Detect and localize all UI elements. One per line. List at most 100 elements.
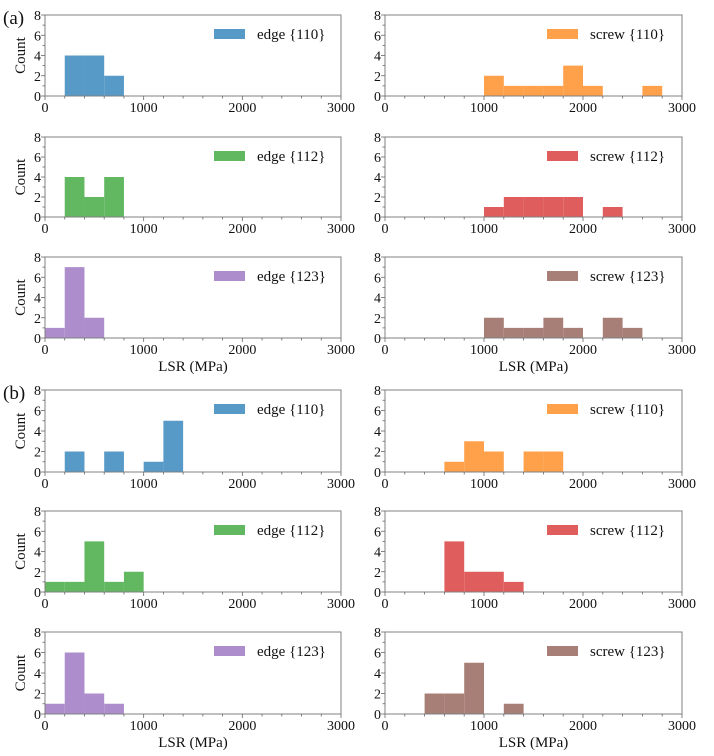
histogram-panel: 0 1000 2000 3000 0 2 4 6 8 screw {110} — [374, 9, 696, 116]
y-tick-label: 0 — [374, 332, 381, 347]
x-tick-label: 2000 — [569, 222, 597, 237]
x-tick-label: 3000 — [327, 719, 355, 734]
y-tick-label: 6 — [34, 151, 41, 166]
histogram-bar — [503, 197, 524, 217]
y-tick-label: 0 — [374, 90, 381, 105]
histogram-bar — [583, 85, 603, 96]
y-tick-label: 2 — [374, 566, 381, 581]
y-tick-label: 2 — [34, 70, 41, 85]
legend-swatch — [547, 29, 578, 39]
y-axis-label: Count — [13, 412, 29, 450]
y-tick-label: 6 — [34, 29, 41, 44]
x-tick-label: 3000 — [327, 101, 355, 116]
x-axis-label: LSR (MPa) — [499, 359, 569, 375]
x-tick-label: 0 — [42, 101, 49, 116]
x-tick-label: 0 — [382, 343, 389, 358]
histogram-bar — [84, 197, 105, 217]
legend-label: screw {123} — [590, 269, 666, 285]
y-tick-label: 8 — [34, 9, 41, 24]
x-tick-label: 2000 — [569, 719, 597, 734]
histogram-bar — [84, 317, 105, 338]
y-tick-label: 6 — [374, 405, 381, 420]
y-tick-label: 4 — [374, 171, 381, 186]
legend-label: screw {110} — [590, 402, 665, 418]
x-tick-label: 0 — [42, 222, 49, 237]
histogram-panel: 0 1000 2000 3000 0 2 4 6 8 Count edge {112} — [13, 131, 355, 237]
histogram-bar — [523, 197, 544, 217]
histogram-bar — [45, 703, 65, 714]
y-tick-label: 8 — [34, 384, 41, 399]
y-axis-label: Count — [13, 158, 29, 196]
y-axis-label: Count — [13, 278, 29, 316]
x-tick-label: 2000 — [228, 477, 256, 492]
y-tick-label: 2 — [374, 688, 381, 703]
legend-swatch — [214, 271, 245, 281]
histogram-bar — [602, 207, 623, 217]
histogram-bar — [543, 85, 564, 96]
histogram-bar — [543, 197, 564, 217]
x-tick-label: 0 — [382, 101, 389, 116]
histogram-bar — [64, 55, 85, 96]
x-tick-label: 3000 — [327, 222, 355, 237]
y-tick-label: 0 — [34, 90, 41, 105]
histogram-bar — [464, 441, 484, 472]
histogram-bar — [484, 451, 504, 472]
histogram-bar — [64, 581, 85, 592]
y-tick-label: 4 — [34, 546, 41, 561]
x-tick-label: 2000 — [569, 101, 597, 116]
histogram-panel: 0 1000 2000 3000 0 2 4 6 8 screw {112} — [374, 505, 696, 612]
histogram-panel: 0 1000 2000 3000 0 2 4 6 8 screw {112} — [374, 131, 696, 237]
histogram-bar — [484, 571, 504, 592]
histogram-panel: 0 1000 2000 3000 0 2 4 6 8 Count edge {110} — [13, 384, 355, 492]
x-tick-label: 3000 — [668, 477, 696, 492]
histogram-panel: 0 1000 2000 3000 0 2 4 6 8 Count edge {112} — [13, 505, 355, 612]
histogram-bar — [64, 177, 85, 217]
histogram-panel: 0 1000 2000 3000 0 2 4 6 8 LSR (MPa) screw {123} — [374, 626, 696, 751]
y-tick-label: 6 — [374, 525, 381, 540]
y-tick-label: 2 — [374, 312, 381, 327]
histogram-bar — [503, 85, 524, 96]
x-tick-label: 0 — [382, 597, 389, 612]
legend-label: edge {123} — [257, 269, 326, 285]
y-tick-label: 0 — [34, 586, 41, 601]
histogram-bar — [104, 451, 124, 472]
legend-label: edge {112} — [257, 149, 325, 165]
histogram-panel: 0 1000 2000 3000 0 2 4 6 8 Count LSR (MPa) edge {12… — [13, 251, 355, 375]
y-tick-label: 4 — [374, 292, 381, 307]
histogram-bar — [84, 55, 105, 96]
histogram-bar — [84, 693, 105, 714]
y-tick-label: 0 — [374, 586, 381, 601]
y-tick-label: 4 — [34, 425, 41, 440]
histogram-bar — [563, 327, 583, 338]
histogram-bar — [563, 65, 583, 96]
histogram-bar — [464, 662, 484, 714]
y-axis-label: Count — [13, 654, 29, 692]
y-tick-label: 8 — [374, 131, 381, 146]
y-tick-label: 0 — [374, 211, 381, 226]
histogram-bar — [543, 451, 564, 472]
legend-label: edge {110} — [257, 27, 325, 43]
histogram-bar — [523, 327, 544, 338]
y-tick-label: 0 — [34, 466, 41, 481]
x-tick-label: 3000 — [327, 343, 355, 358]
legend-label: edge {110} — [257, 402, 325, 418]
x-tick-label: 3000 — [327, 597, 355, 612]
x-tick-label: 2000 — [569, 597, 597, 612]
legend-swatch — [214, 646, 245, 656]
legend-swatch — [547, 646, 578, 656]
legend-label: screw {110} — [590, 27, 665, 43]
x-tick-label: 1000 — [130, 477, 158, 492]
legend-label: edge {123} — [257, 644, 326, 660]
legend-swatch — [214, 151, 245, 161]
legend-label: screw {112} — [590, 149, 665, 165]
y-tick-label: 4 — [34, 292, 41, 307]
histogram-bar — [64, 451, 85, 472]
histogram-bar — [602, 317, 623, 338]
y-tick-label: 6 — [34, 405, 41, 420]
y-tick-label: 0 — [34, 211, 41, 226]
legend-swatch — [547, 525, 578, 535]
x-tick-label: 1000 — [130, 101, 158, 116]
x-tick-label: 1000 — [470, 101, 498, 116]
x-tick-label: 0 — [42, 477, 49, 492]
